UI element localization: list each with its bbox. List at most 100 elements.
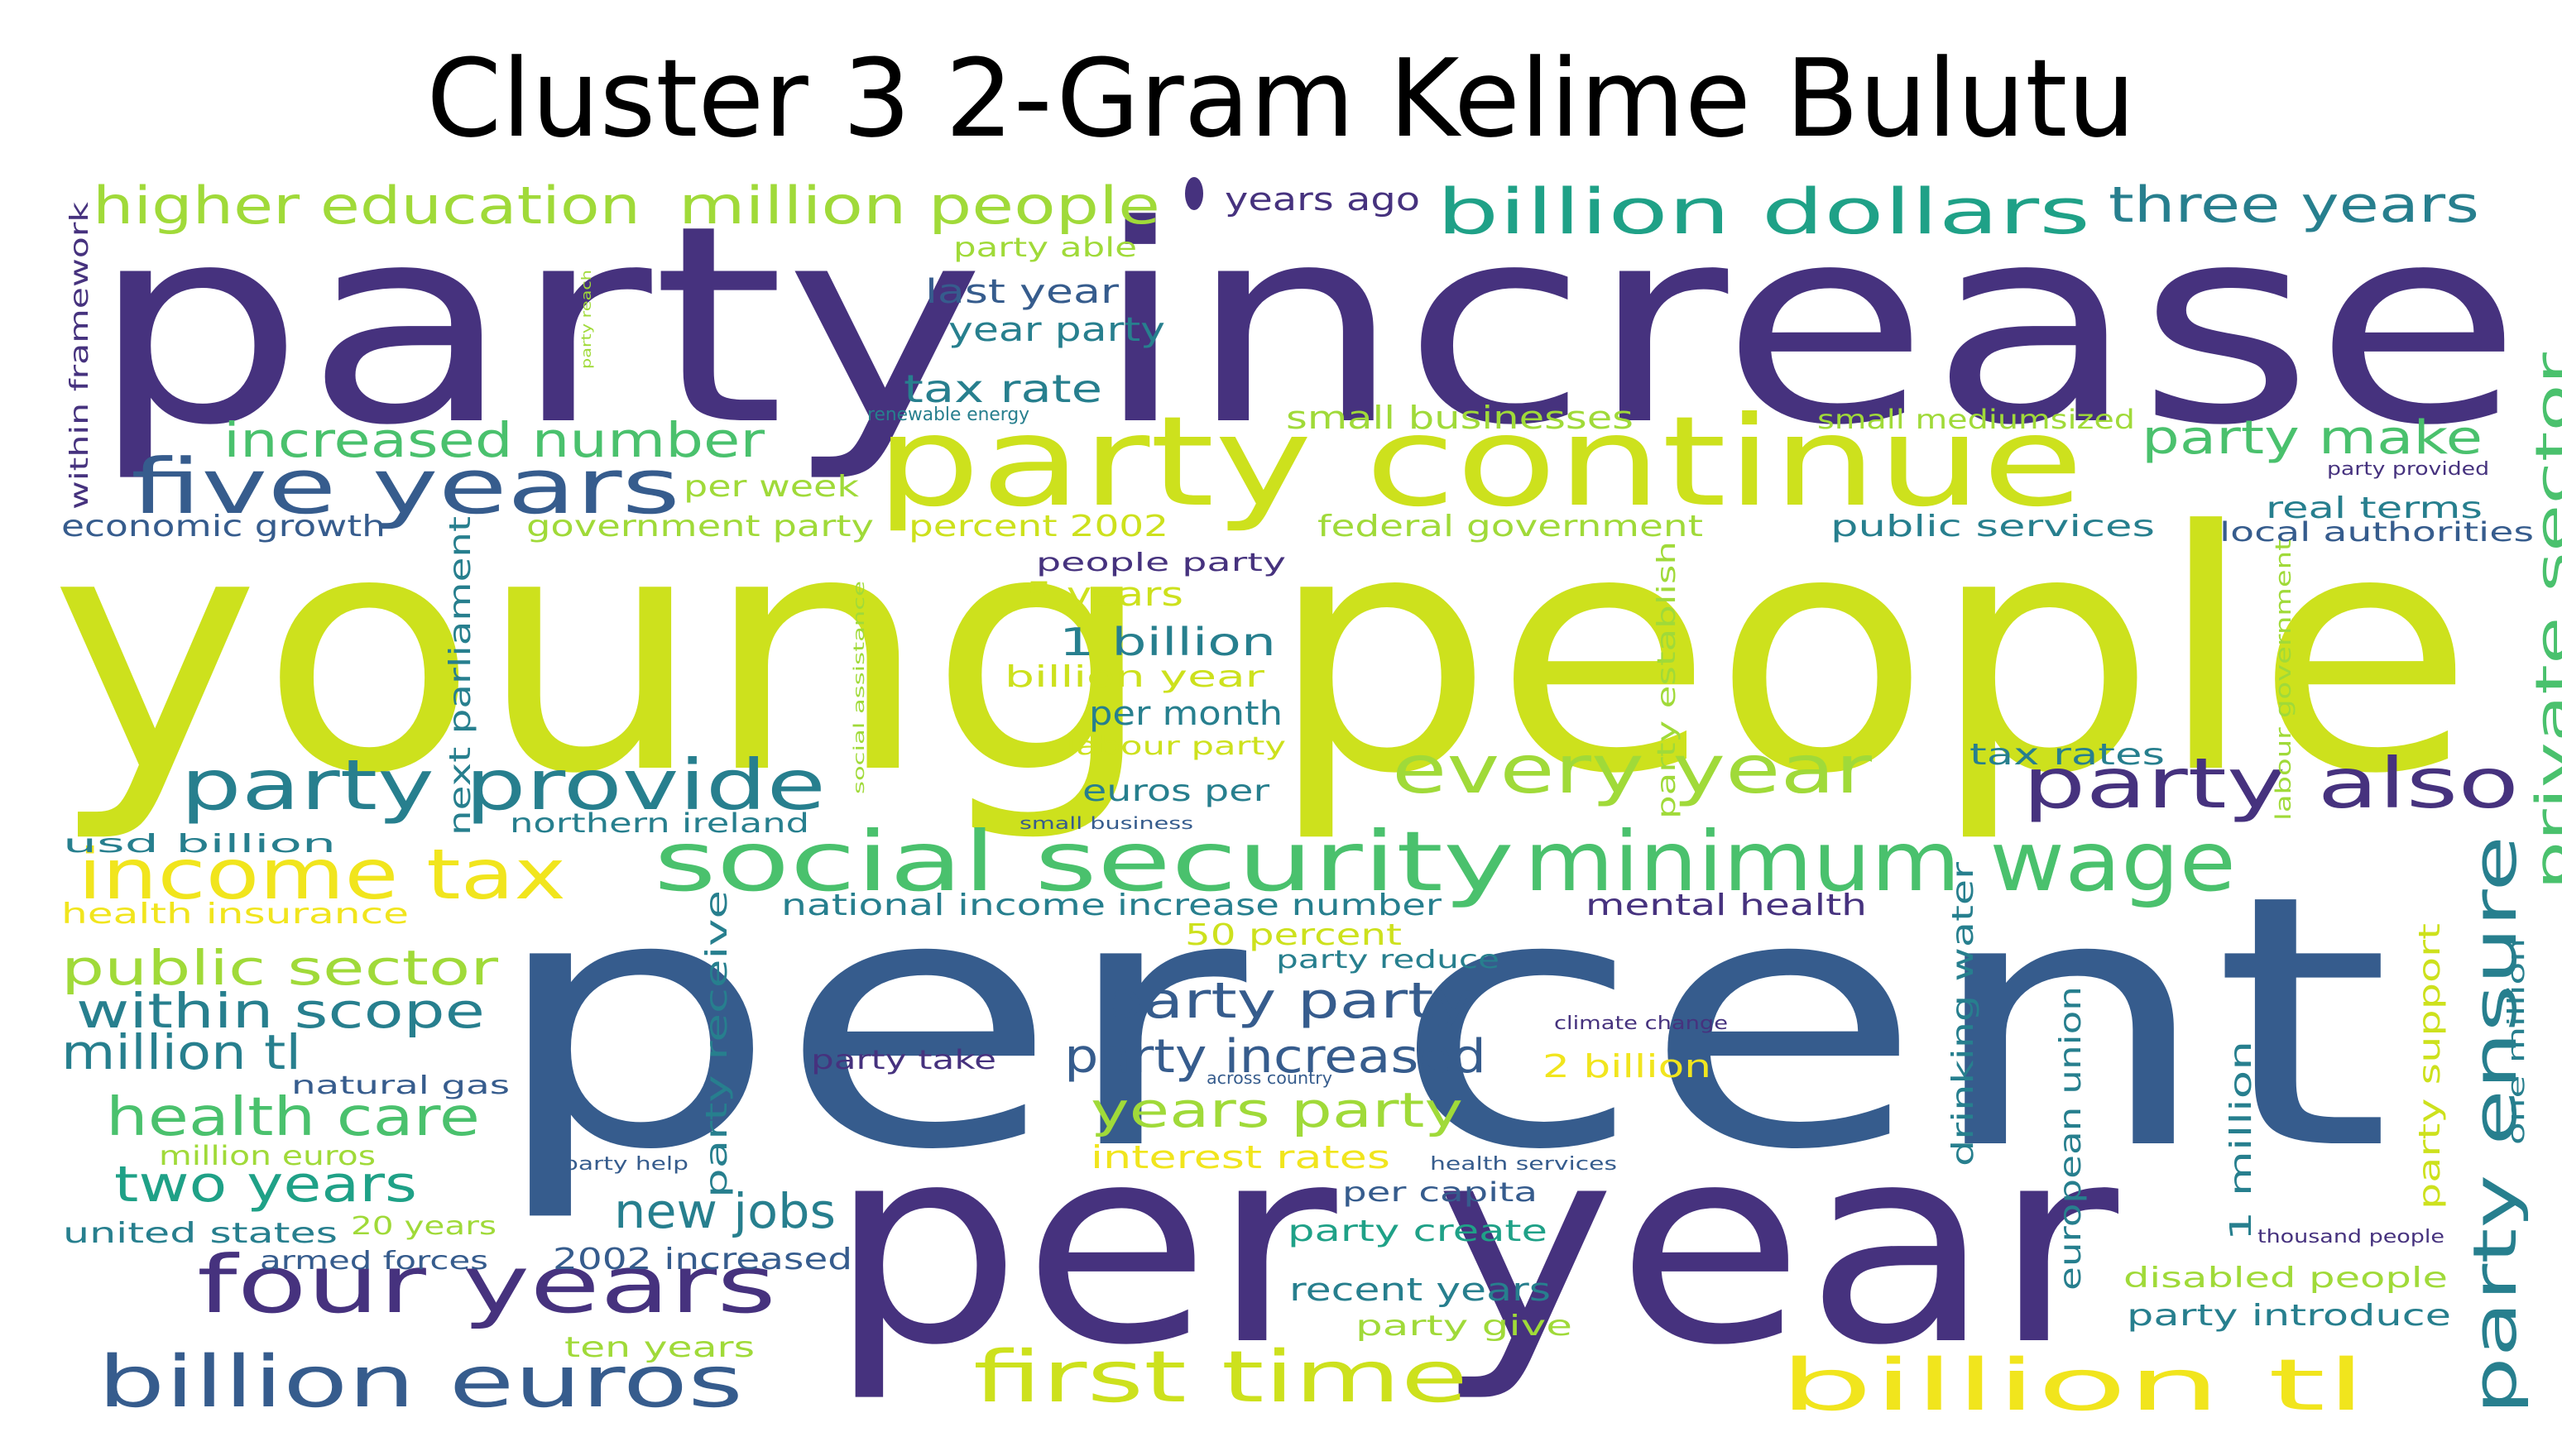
word: public sector xyxy=(61,940,498,996)
word: year party xyxy=(948,311,1165,349)
word: income tax xyxy=(78,834,566,915)
word: party continue xyxy=(876,390,2084,534)
word: party party xyxy=(1101,972,1473,1030)
word: party give xyxy=(1355,1310,1572,1343)
word: per week xyxy=(684,470,859,504)
word: party introduce xyxy=(2127,1299,2451,1333)
word: young people xyxy=(50,462,2474,846)
word: health care xyxy=(106,1087,480,1148)
chart-title: Cluster 3 2-Gram Kelime Bulutu xyxy=(426,36,2136,161)
word: within scope xyxy=(76,983,485,1039)
word: higher education xyxy=(93,175,640,236)
word: party ensure xyxy=(2460,836,2530,1415)
word: party receive xyxy=(700,890,734,1198)
word: million people xyxy=(679,175,1160,236)
word: one million xyxy=(2502,938,2530,1145)
word: first time xyxy=(973,1336,1468,1419)
word: years ago xyxy=(1225,181,1420,218)
word: health services xyxy=(1430,1154,1617,1175)
word: per month xyxy=(1089,695,1283,733)
word: climate change xyxy=(1554,1013,1728,1034)
word: four years xyxy=(197,1238,776,1331)
word: party help xyxy=(563,1154,688,1175)
word: increased number xyxy=(223,412,765,468)
word: per capita xyxy=(1342,1176,1538,1208)
word: per cent xyxy=(488,821,2392,1226)
word: armed forces xyxy=(260,1247,488,1276)
word: party make xyxy=(2142,411,2483,465)
word: party support xyxy=(2413,923,2447,1209)
word: health insurance xyxy=(61,898,409,931)
word: party take xyxy=(811,1044,996,1075)
word: federal government xyxy=(1317,510,1703,544)
word: 2002 increased xyxy=(553,1243,852,1276)
word: party also xyxy=(2022,743,2519,824)
word: private sector xyxy=(2526,351,2562,890)
word: local authorities xyxy=(2219,516,2534,548)
word: increase number xyxy=(1117,888,1442,922)
word: euros per xyxy=(1082,774,1269,808)
word: labour party xyxy=(1066,732,1286,761)
word: 1 million xyxy=(2224,1041,2258,1241)
word: party provide xyxy=(180,745,826,826)
word: million euros xyxy=(159,1140,376,1171)
word: party increased xyxy=(1064,1030,1486,1084)
word: last year xyxy=(925,273,1120,311)
word: per year xyxy=(828,1087,2122,1405)
word: 1 billion xyxy=(1059,620,1276,664)
word: recent years xyxy=(1289,1272,1551,1308)
word: billion euros xyxy=(98,1341,743,1424)
word: party able xyxy=(953,232,1137,263)
word: across country xyxy=(1207,1068,1332,1088)
word: percent 2002 xyxy=(909,510,1168,544)
word: 20 years xyxy=(351,1212,497,1241)
word: 2 billion xyxy=(1542,1048,1711,1085)
word: million tl xyxy=(61,1024,301,1080)
word: billion dollars xyxy=(1437,175,2090,248)
word: small businesses xyxy=(1286,400,1634,436)
word: mental health xyxy=(1586,888,1867,922)
word: every year xyxy=(1392,731,1872,808)
word: government party xyxy=(526,510,874,544)
word: northern ireland xyxy=(510,807,809,839)
word: public services xyxy=(1830,510,2155,544)
word: party reach xyxy=(578,270,594,369)
word: five years xyxy=(131,443,680,531)
word: natural gas xyxy=(291,1071,510,1100)
word: next parliament xyxy=(444,516,477,836)
word: disabled people xyxy=(2123,1262,2448,1295)
word: tax rates xyxy=(1969,738,2165,772)
word: 50 percent xyxy=(1185,918,1402,952)
word: usd billion xyxy=(63,830,336,859)
word: party establish xyxy=(1653,541,1682,819)
word: social assistance xyxy=(851,581,868,794)
word: small business xyxy=(1020,813,1193,833)
word: labour government xyxy=(2272,539,2296,821)
word: ten years xyxy=(564,1331,755,1364)
word: renewable energy xyxy=(867,405,1029,425)
word: drinking water xyxy=(1946,862,1980,1166)
word: united states xyxy=(63,1217,338,1250)
word: social security xyxy=(654,813,1514,910)
word: national income xyxy=(781,888,1106,922)
word: 5 years xyxy=(1026,576,1183,614)
word: economic growth xyxy=(61,510,386,544)
word: minimum wage xyxy=(1524,813,2236,910)
word: thousand people xyxy=(2257,1227,2444,1248)
word: billion tl xyxy=(1779,1344,2367,1427)
word: people party xyxy=(1036,548,1286,577)
word: european union xyxy=(2054,986,2088,1291)
word: tax rate xyxy=(904,366,1102,411)
word: three years xyxy=(2109,176,2479,234)
word: years party xyxy=(1091,1082,1463,1138)
word: small mediumsized xyxy=(1817,404,2135,435)
word: real terms xyxy=(2266,491,2483,525)
word: billion year xyxy=(1005,660,1264,694)
word: within framework xyxy=(65,201,94,510)
word: interest rates xyxy=(1091,1139,1390,1176)
word: party create xyxy=(1288,1214,1547,1248)
word: two years xyxy=(114,1156,417,1214)
word: party reduce xyxy=(1276,946,1499,975)
word: party increase xyxy=(89,167,2522,485)
